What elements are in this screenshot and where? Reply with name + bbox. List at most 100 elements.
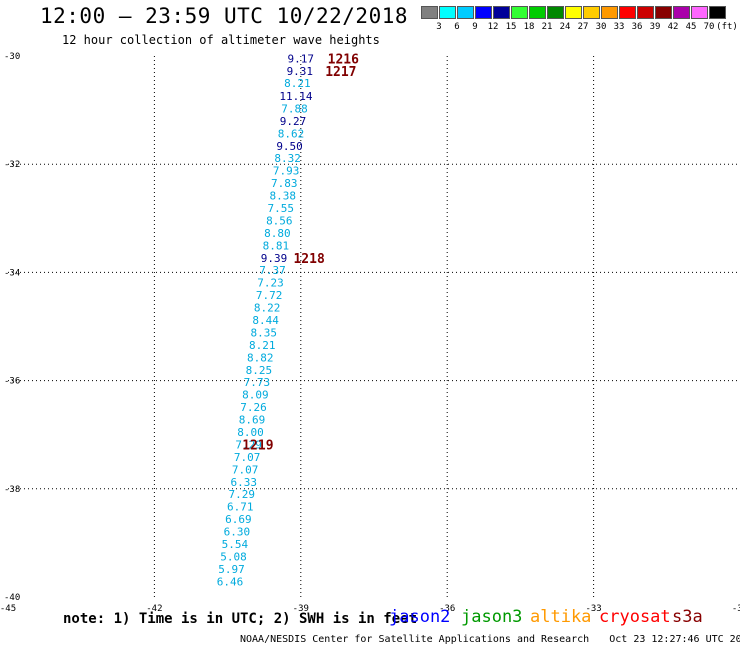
swh-value-label: 8.21 — [249, 339, 276, 352]
swh-value-label: 7.73 — [244, 376, 271, 389]
x-tick-label: -30 — [732, 604, 740, 614]
color-scale-unit: (ft) — [716, 22, 738, 32]
satellite-legend-altika: altika — [530, 607, 592, 627]
swh-value-label: 9.27 — [280, 115, 307, 128]
color-scale-label: 24 — [559, 22, 571, 32]
swh-value-label: 8.81 — [263, 239, 290, 252]
color-scale-label: 33 — [613, 22, 625, 32]
y-tick-label: -40 — [4, 593, 20, 603]
color-scale-label: 27 — [577, 22, 589, 32]
chart-title: 12:00 – 23:59 UTC 10/22/2018 — [40, 4, 409, 28]
satellite-legend-jason2: jason2 — [389, 607, 451, 627]
swh-value-label: 7.07 — [232, 463, 259, 476]
swh-value-label: 8.35 — [250, 326, 277, 339]
color-swatch — [601, 6, 618, 19]
y-tick-label: -32 — [4, 160, 20, 170]
color-scale-label: 9 — [472, 22, 478, 32]
footer: NOAA/NESDIS Center for Satellite Applica… — [240, 634, 740, 645]
swh-value-label: 9.39 — [261, 252, 288, 265]
time-label: 1219 — [242, 438, 273, 453]
swh-value-label: 7.72 — [256, 289, 283, 302]
x-tick-label: -45 — [0, 604, 16, 614]
swh-value-label: 6.71 — [227, 501, 254, 514]
swh-value-label: 7.29 — [235, 438, 262, 451]
swh-value-label: 5.08 — [220, 550, 247, 563]
swh-value-label: 7.93 — [273, 165, 300, 178]
color-swatch — [421, 6, 438, 19]
swh-value-label: 7.29 — [229, 488, 256, 501]
color-scale-label: 45 — [685, 22, 697, 32]
swh-value-label: 5.54 — [222, 538, 249, 551]
swh-value-label: 6.46 — [217, 575, 244, 588]
x-tick-label: -36 — [439, 604, 455, 614]
swh-value-label: 7.23 — [257, 277, 284, 290]
color-scale-label: 6 — [454, 22, 460, 32]
color-swatch — [493, 6, 510, 19]
swh-value-label: 8.44 — [252, 314, 279, 327]
swh-value-label: 8.69 — [239, 414, 266, 427]
color-scale-label: 12 — [487, 22, 499, 32]
swh-value-label: 7.88 — [281, 102, 308, 115]
footer-org: NOAA/NESDIS Center for Satellite Applica… — [240, 634, 590, 645]
color-swatch — [709, 6, 726, 19]
color-swatch — [673, 6, 690, 19]
color-swatch — [637, 6, 654, 19]
swh-value-label: 11.14 — [279, 90, 312, 103]
y-tick-label: -36 — [4, 377, 20, 387]
swh-value-label: 8.21 — [284, 77, 311, 90]
color-swatch — [439, 6, 456, 19]
chart-subtitle: 12 hour collection of altimeter wave hei… — [62, 33, 380, 47]
y-tick-label: -34 — [4, 268, 20, 278]
time-label: 1218 — [293, 252, 324, 267]
color-scale-label: 21 — [541, 22, 553, 32]
color-scale-label: 42 — [667, 22, 679, 32]
color-swatch — [655, 6, 672, 19]
color-scale-label: 15 — [505, 22, 517, 32]
swh-value-label: 8.80 — [264, 227, 291, 240]
swh-value-label: 8.09 — [242, 389, 269, 402]
x-tick-label: -42 — [146, 604, 162, 614]
color-scale-label: 39 — [649, 22, 661, 32]
footer-timestamp: Oct 23 12:27:46 UTC 2018 — [609, 634, 740, 645]
swh-value-label: 8.82 — [247, 351, 274, 364]
color-scale-label: 18 — [523, 22, 535, 32]
color-swatch — [529, 6, 546, 19]
swh-value-label: 6.69 — [225, 513, 252, 526]
swh-value-label: 7.83 — [271, 177, 298, 190]
swh-value-label: 7.07 — [234, 451, 261, 464]
time-label: 1217 — [325, 65, 356, 80]
swh-value-label: 8.62 — [278, 127, 305, 140]
y-tick-label: -30 — [4, 52, 20, 62]
x-tick-label: -33 — [585, 604, 601, 614]
color-swatch — [565, 6, 582, 19]
swh-value-label: 9.50 — [276, 140, 303, 153]
color-swatch — [619, 6, 636, 19]
y-tick-label: -38 — [4, 485, 20, 495]
satellite-legend-s3a: s3a — [672, 607, 703, 627]
swh-value-label: 6.30 — [224, 526, 251, 539]
swh-value-label: 7.37 — [259, 264, 286, 277]
swh-value-label: 8.32 — [274, 152, 301, 165]
swh-value-label: 6.33 — [230, 476, 257, 489]
color-swatch — [547, 6, 564, 19]
swh-value-label: 9.31 — [287, 65, 314, 78]
satellite-legend-cryosat: cryosat — [599, 607, 671, 627]
color-swatch — [475, 6, 492, 19]
swh-value-label: 8.22 — [254, 302, 281, 315]
satellite-legend-jason3: jason3 — [461, 607, 523, 627]
color-scale-label: 30 — [595, 22, 607, 32]
color-swatch — [511, 6, 528, 19]
color-scale-label: 36 — [631, 22, 643, 32]
swh-value-label: 7.55 — [268, 202, 295, 215]
swh-value-label: 5.97 — [218, 563, 245, 576]
color-scale-label: 70 — [703, 22, 715, 32]
color-swatch — [457, 6, 474, 19]
note-text: note: 1) Time is in UTC; 2) SWH is in fe… — [63, 611, 418, 627]
x-tick-label: -39 — [293, 604, 309, 614]
time-label: 1216 — [328, 53, 359, 68]
swh-value-label: 8.00 — [237, 426, 264, 439]
color-swatch — [691, 6, 708, 19]
swh-value-label: 8.25 — [246, 364, 273, 377]
swh-value-label: 8.38 — [269, 190, 296, 203]
swh-value-label: 7.26 — [240, 401, 267, 414]
